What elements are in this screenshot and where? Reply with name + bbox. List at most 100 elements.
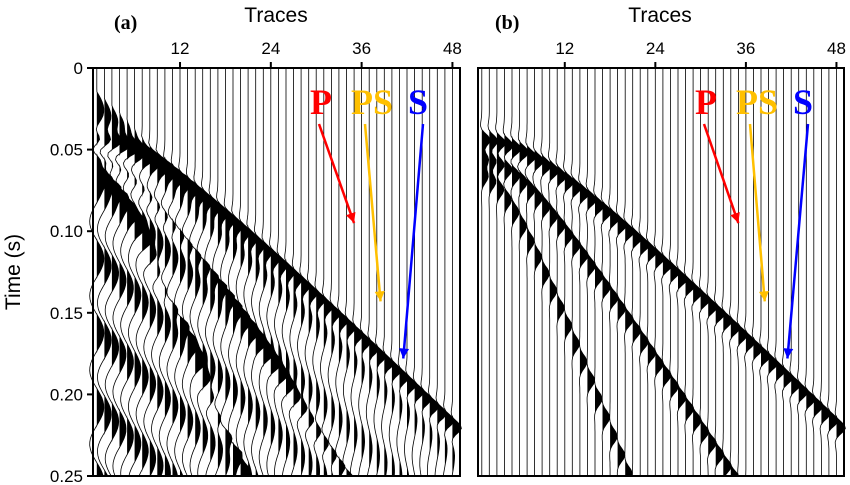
trace-wiggle <box>834 68 846 476</box>
x-tick-label: 48 <box>827 39 846 58</box>
arrow-ps <box>748 123 767 302</box>
trace-fill <box>255 68 265 476</box>
trace-wiggle <box>615 68 628 476</box>
trace-wiggle <box>827 68 839 476</box>
y-tick-label: 0.15 <box>50 304 83 323</box>
trace-wiggle <box>296 68 311 477</box>
trace-wiggle <box>789 68 801 476</box>
panel-label-b: (b) <box>495 12 519 34</box>
arrivals-b: P PS S <box>695 82 813 359</box>
trace-fill <box>437 68 447 476</box>
trace-fill <box>542 68 551 476</box>
arrowhead-ps <box>758 290 769 302</box>
trace-fill <box>195 68 205 476</box>
traces-b <box>480 68 846 477</box>
trace-fill <box>496 68 506 476</box>
trace-wiggle <box>653 68 665 476</box>
trace-wiggle <box>327 68 341 477</box>
trace-wiggle <box>517 68 529 476</box>
arrowhead-s <box>783 348 794 359</box>
x-tick-label: 12 <box>555 39 574 58</box>
trace-fill <box>369 68 379 476</box>
trace-fill <box>157 68 167 476</box>
traces-a <box>89 68 462 477</box>
trace-wiggle <box>288 68 304 477</box>
trace-fill <box>104 68 114 476</box>
trace-wiggle <box>661 68 673 476</box>
y-tick-label: 0.20 <box>50 385 83 404</box>
trace-wiggle <box>104 68 122 477</box>
trace-wiggle <box>691 68 703 476</box>
trace-wiggle <box>235 68 251 476</box>
trace-fill <box>678 68 687 476</box>
trace-wiggle <box>532 68 544 476</box>
trace-wiggle <box>563 68 574 476</box>
trace-wiggle <box>631 68 643 476</box>
trace-wiggle <box>89 68 107 477</box>
x-ticks-b: 12 24 36 48 <box>555 39 846 68</box>
trace-wiggle <box>358 68 371 477</box>
trace-wiggle <box>96 68 114 477</box>
trace-wiggle <box>135 68 152 477</box>
trace-fill <box>414 68 424 476</box>
trace-wiggle <box>736 68 748 477</box>
trace-fill <box>595 68 604 476</box>
trace-fill <box>519 68 529 476</box>
arrivals-a: P PS S <box>310 82 428 359</box>
trace-fill <box>489 68 498 476</box>
trace-wiggle <box>388 68 402 477</box>
trace-wiggle <box>510 68 522 476</box>
trace-wiggle <box>273 68 288 477</box>
trace-fill <box>836 68 846 476</box>
trace-fill <box>504 68 514 476</box>
x-tick-label: 24 <box>646 39 665 58</box>
trace-wiggle <box>766 68 779 476</box>
trace-fill <box>557 68 567 476</box>
trace-fill <box>164 68 174 476</box>
trace-wiggle <box>744 68 756 477</box>
trace-wiggle <box>120 68 137 477</box>
arrowhead-p <box>346 211 356 224</box>
trace-wiggle <box>266 68 281 477</box>
x-tick-label: 12 <box>171 39 190 58</box>
trace-fill <box>549 68 559 476</box>
trace-wiggle <box>608 68 620 476</box>
label-s: S <box>793 82 813 122</box>
trace-wiggle <box>151 68 167 477</box>
trace-wiggle <box>698 68 711 476</box>
trace-wiggle <box>181 68 198 477</box>
trace-fill <box>96 68 106 476</box>
trace-fill <box>610 68 619 476</box>
x-ticks-a: 12 24 36 48 <box>171 39 462 68</box>
x-tick-label: 36 <box>352 39 371 58</box>
trace-fill <box>217 68 227 476</box>
trace-wiggle <box>781 68 794 476</box>
trace-wiggle <box>502 68 514 476</box>
trace-wiggle <box>547 68 560 476</box>
trace-wiggle <box>312 68 326 477</box>
trace-wiggle <box>600 68 612 476</box>
label-ps: PS <box>351 82 393 122</box>
trace-wiggle <box>646 68 658 476</box>
trace-fill <box>512 68 521 476</box>
trace-fill <box>111 68 121 476</box>
trace-wiggle <box>335 68 349 477</box>
plot-frame-a <box>92 67 461 477</box>
trace-wiggle <box>638 68 650 476</box>
trace-fill <box>798 68 808 476</box>
trace-fill <box>670 68 680 476</box>
trace-wiggle <box>495 68 506 476</box>
arrow-p <box>702 123 740 224</box>
trace-wiggle <box>220 68 235 477</box>
trace-fill <box>286 68 295 476</box>
trace-fill <box>127 68 137 476</box>
trace-wiggle <box>759 68 771 476</box>
trace-fill <box>149 68 159 476</box>
trace-wiggle <box>450 68 462 477</box>
trace-wiggle <box>427 68 439 477</box>
trace-wiggle <box>196 68 213 477</box>
trace-wiggle <box>751 68 763 476</box>
trace-wiggle <box>158 68 175 477</box>
trace-fill <box>354 68 363 476</box>
trace-wiggle <box>713 68 726 477</box>
